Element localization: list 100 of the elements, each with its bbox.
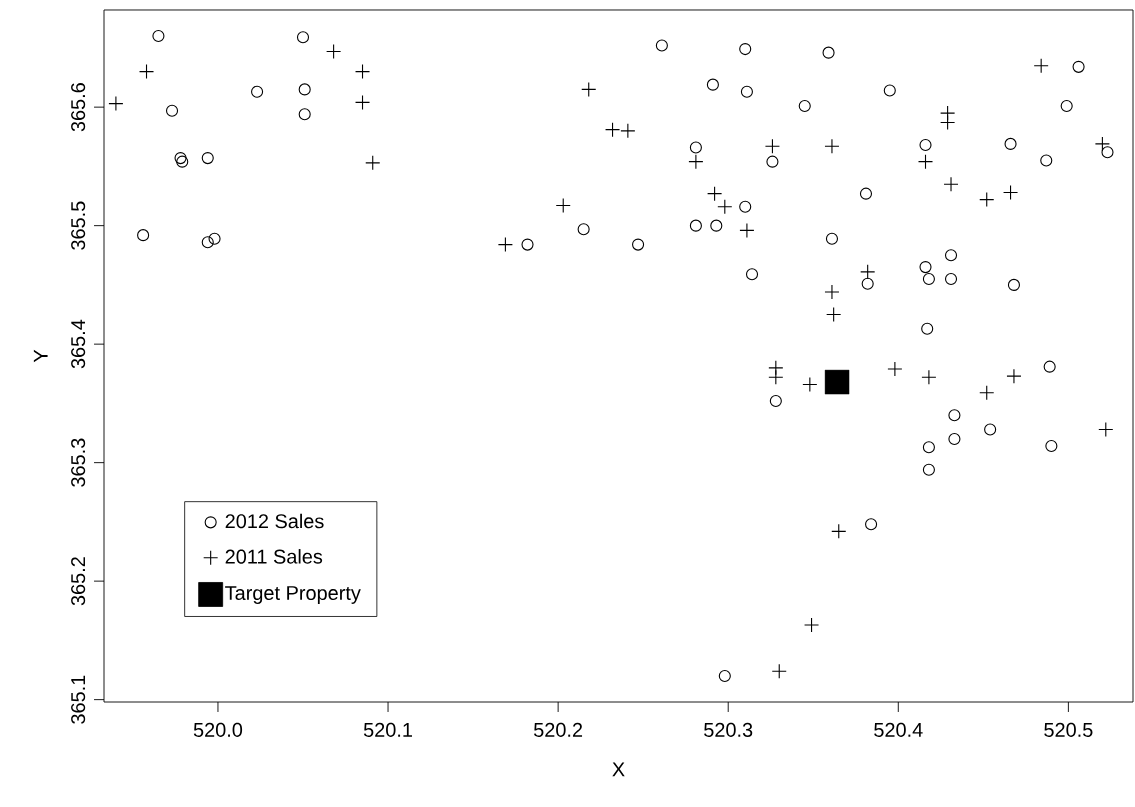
point [165,104,179,117]
point [1094,136,1110,152]
point [1040,154,1053,167]
point [1043,360,1056,373]
legend-label: Target Property [225,586,361,604]
legend-label: 2011 Sales [225,549,323,564]
point [861,277,874,290]
point [831,523,847,539]
point [521,238,534,251]
point [251,85,264,98]
point [605,122,621,138]
point [769,394,782,408]
point [922,441,935,454]
point [689,141,702,154]
point [354,94,371,110]
y-tick-label: 365.5 [71,201,86,250]
point [581,81,597,97]
point [822,46,835,59]
point [138,64,155,80]
point [555,197,571,214]
point [944,249,958,262]
point [740,85,753,98]
point [1007,278,1020,291]
point [771,663,787,679]
point [943,176,959,192]
point [922,272,935,286]
point [208,232,221,245]
y-tick-label: 365.6 [71,83,86,132]
point [354,64,371,80]
point [919,139,932,152]
point [824,284,840,300]
point [707,186,723,202]
point [688,154,704,170]
point [887,361,903,377]
point [824,138,840,154]
point [365,155,381,171]
point [826,306,842,323]
point [1072,60,1085,73]
point [940,115,956,131]
point [1045,440,1058,453]
point [689,219,702,232]
point [1033,58,1049,74]
point [296,31,310,44]
point [766,155,779,168]
point [298,83,311,96]
point [1060,99,1073,113]
point [710,219,723,232]
point [860,264,876,280]
point [739,43,752,56]
x-axis-title: X [612,762,625,777]
x-tick-label: 520.2 [533,722,583,737]
point [137,229,150,242]
point [1098,421,1114,438]
point [577,223,590,236]
point [883,84,896,97]
point [859,187,873,200]
point [201,236,214,249]
point [655,39,668,52]
point [917,154,934,170]
y-tick-label: 365.1 [71,675,86,724]
point [824,369,850,395]
point [979,192,995,208]
point [717,199,733,215]
x-tick-label: 520.4 [874,722,923,737]
point [921,369,937,385]
x-tick-label: 520.5 [1044,722,1093,737]
point [718,669,731,682]
legend-label: 2012 Sales [225,513,324,529]
point [804,617,820,633]
point [108,96,124,112]
point [326,43,342,60]
point [825,232,839,245]
x-tick-label: 520.1 [363,722,412,737]
point [919,261,932,274]
point [948,432,961,445]
x-tick-label: 520.3 [704,722,753,737]
point [984,423,997,436]
point [948,409,961,422]
point [632,238,645,251]
x-tick-label: 520.0 [193,722,243,737]
point [1101,146,1114,159]
y-tick-label: 365.2 [71,557,86,606]
point [1006,368,1022,384]
point [745,268,759,281]
point [764,138,780,154]
point [922,463,935,476]
point [921,322,934,335]
point [152,30,165,43]
point [802,376,818,392]
point [798,99,811,113]
point [944,272,958,286]
point [706,78,719,91]
point [1003,184,1019,201]
point [979,385,995,401]
point [865,518,878,531]
point [620,123,636,139]
point [768,369,784,385]
point [739,222,755,238]
y-tick-label: 365.4 [71,319,86,369]
point [1004,137,1017,150]
